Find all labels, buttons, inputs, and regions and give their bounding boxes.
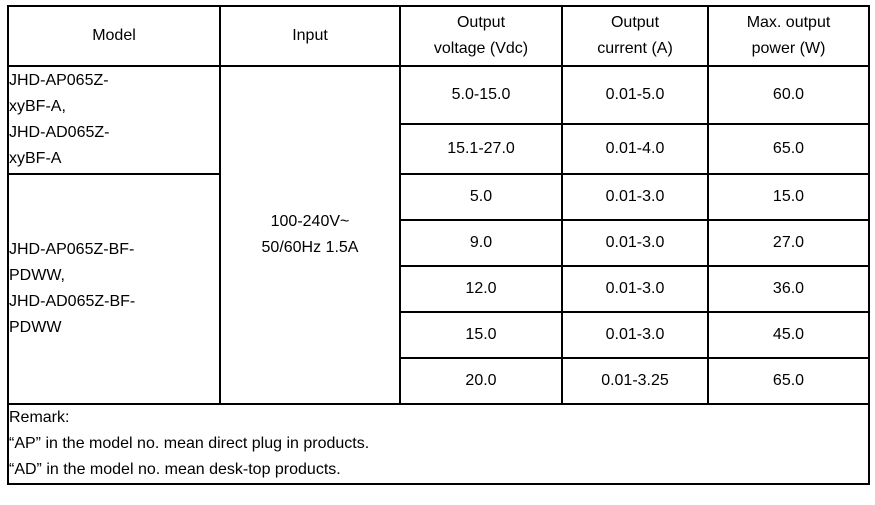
power-cell: 27.0 [707,219,870,267]
remark-cell: Remark: “AP” in the model no. mean direc… [7,403,870,485]
voltage-cell: 9.0 [399,219,563,267]
current-cell: 0.01-3.0 [561,173,709,221]
power-cell: 60.0 [707,65,870,125]
header-row: Model Input Output voltage (Vdc) Output … [7,5,870,67]
table-row: 12.0 0.01-3.0 36.0 [8,265,870,313]
remark-row: Remark: “AP” in the model no. mean direc… [7,403,870,485]
power-cell: 45.0 [707,311,870,359]
table-row: 20.0 0.01-3.25 65.0 [8,357,870,405]
power-cell: 15.0 [707,173,870,221]
table-row: 15.1-27.0 0.01-4.0 65.0 [8,123,870,175]
spec-table: Model Input Output voltage (Vdc) Output … [7,5,870,485]
power-cell: 36.0 [707,265,870,313]
remark-title: Remark: [9,409,70,426]
header-max-output-power: Max. output power (W) [707,5,870,67]
voltage-cell: 12.0 [399,265,563,313]
current-cell: 0.01-3.0 [561,311,709,359]
header-input: Input [219,5,401,67]
header-output-current: Output current (A) [561,5,709,67]
model-group-1-cell: JHD-AP065Z- xyBF-A, JHD-AD065Z- xyBF-A [7,65,221,175]
table-row: 15.0 0.01-3.0 45.0 [8,311,870,359]
voltage-cell: 5.0 [399,173,563,221]
remark-line-ap: “AP” in the model no. mean direct plug i… [9,435,370,452]
power-cell: 65.0 [707,357,870,405]
power-cell: 65.0 [707,123,870,175]
model-group-2-cell: JHD-AP065Z-BF- PDWW, JHD-AD065Z-BF- PDWW [7,173,221,405]
current-cell: 0.01-5.0 [561,65,709,125]
current-cell: 0.01-3.0 [561,265,709,313]
header-output-voltage: Output voltage (Vdc) [399,5,563,67]
voltage-cell: 5.0-15.0 [399,65,563,125]
table-row: JHD-AP065Z-BF- PDWW, JHD-AD065Z-BF- PDWW… [7,173,870,405]
remark-line-ad: “AD” in the model no. mean desk-top prod… [9,461,341,478]
current-cell: 0.01-3.25 [561,357,709,405]
voltage-cell: 20.0 [399,357,563,405]
current-cell: 0.01-3.0 [561,219,709,267]
input-cell: 100-240V~ 50/60Hz 1.5A [219,65,401,405]
table-row: 9.0 0.01-3.0 27.0 [8,219,870,267]
current-cell: 0.01-4.0 [561,123,709,175]
voltage-cell: 15.1-27.0 [399,123,563,175]
table-row: JHD-AP065Z- xyBF-A, JHD-AD065Z- xyBF-A 1… [7,65,870,405]
header-model: Model [7,5,221,67]
voltage-cell: 15.0 [399,311,563,359]
